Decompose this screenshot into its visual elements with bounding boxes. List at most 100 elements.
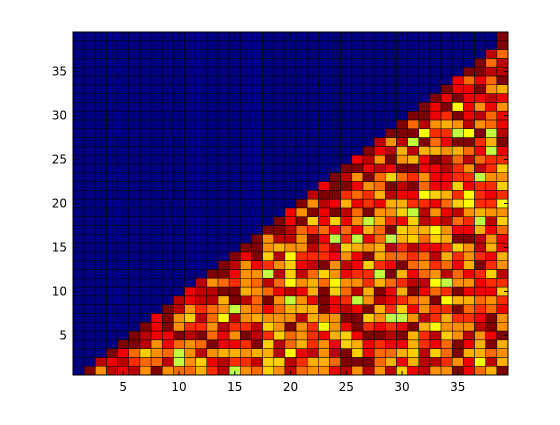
heatmap-cell [430,252,441,261]
heatmap-cell [296,120,307,129]
heatmap-cell [441,164,452,173]
heatmap-cell [84,173,95,182]
heatmap-cell [162,340,173,349]
heatmap-cell [441,199,452,208]
heatmap-cell [95,208,106,217]
heatmap-cell [129,234,140,243]
heatmap-cell [352,41,363,50]
heatmap-cell [151,199,162,208]
heatmap-cell [151,155,162,164]
heatmap-cell [452,305,463,314]
heatmap-cell [84,102,95,111]
heatmap-cell [173,76,184,85]
heatmap-cell [229,357,240,366]
heatmap-cell [185,102,196,111]
heatmap-cell [363,111,374,120]
heatmap-cell [129,261,140,270]
heatmap-cell [307,41,318,50]
heatmap-cell [73,76,84,85]
heatmap-cell [73,340,84,349]
heatmap-cell [441,146,452,155]
heatmap-cell [263,41,274,50]
heatmap-cell [285,278,296,287]
heatmap-cell [363,234,374,243]
heatmap-cell [129,41,140,50]
heatmap-cell [475,94,486,103]
heatmap-cell [396,340,407,349]
heatmap-cell [95,111,106,120]
heatmap-cell [497,146,508,155]
heatmap-cell [263,243,274,252]
heatmap-cell [497,340,508,349]
heatmap-cell [173,305,184,314]
heatmap-cell [218,41,229,50]
heatmap-cell [162,199,173,208]
heatmap-cell [218,269,229,278]
heatmap-cell [452,41,463,50]
heatmap-cell [251,182,262,191]
heatmap-cell [185,252,196,261]
heatmap-cell [84,278,95,287]
heatmap-cell [162,41,173,50]
heatmap-cell [285,155,296,164]
heatmap-cell [396,138,407,147]
heatmap-cell [419,261,430,270]
heatmap-cell [463,287,474,296]
heatmap-cell [218,182,229,191]
heatmap-cell [363,217,374,226]
heatmap-cell [475,278,486,287]
heatmap-cell [463,199,474,208]
heatmap-cell [475,340,486,349]
heatmap-cell [452,313,463,322]
heatmap-cell [307,94,318,103]
heatmap-cell [285,67,296,76]
heatmap-cell [140,305,151,314]
heatmap-cell [140,190,151,199]
heatmap-cell [263,331,274,340]
heatmap-cell [430,340,441,349]
heatmap-cell [84,287,95,296]
heatmap-cell [218,261,229,270]
heatmap-cell [151,287,162,296]
heatmap-cell [452,278,463,287]
heatmap-cell [73,296,84,305]
heatmap-cell [486,41,497,50]
heatmap-cell [229,120,240,129]
heatmap-cell [118,94,129,103]
heatmap-cell [296,199,307,208]
heatmap-cell [475,296,486,305]
heatmap-cell [118,305,129,314]
heatmap-cell [263,305,274,314]
heatmap-cell [463,111,474,120]
heatmap-cell [475,305,486,314]
heatmap-cell [296,349,307,358]
heatmap-cell [285,199,296,208]
heatmap-cell [285,50,296,59]
heatmap-cell [274,111,285,120]
heatmap-cell [374,32,385,41]
heatmap-cell [218,208,229,217]
heatmap-cell [274,32,285,41]
heatmap-cell [352,225,363,234]
heatmap-cell [296,155,307,164]
heatmap-cell [151,58,162,67]
heatmap-cell [129,111,140,120]
heatmap-cell [296,138,307,147]
heatmap-cell [106,322,117,331]
heatmap-cell [430,261,441,270]
heatmap-cell [185,357,196,366]
heatmap-cell [274,349,285,358]
heatmap-cell [385,208,396,217]
heatmap-cell [396,67,407,76]
heatmap-cell [285,349,296,358]
heatmap-cell [140,146,151,155]
heatmap-cell [396,102,407,111]
heatmap-cell [419,58,430,67]
heatmap-cell [207,138,218,147]
heatmap-cell [73,278,84,287]
heatmap-cell [106,146,117,155]
heatmap-cell [263,94,274,103]
heatmap-cell [95,331,106,340]
heatmap-cell [240,32,251,41]
heatmap-cell [296,208,307,217]
